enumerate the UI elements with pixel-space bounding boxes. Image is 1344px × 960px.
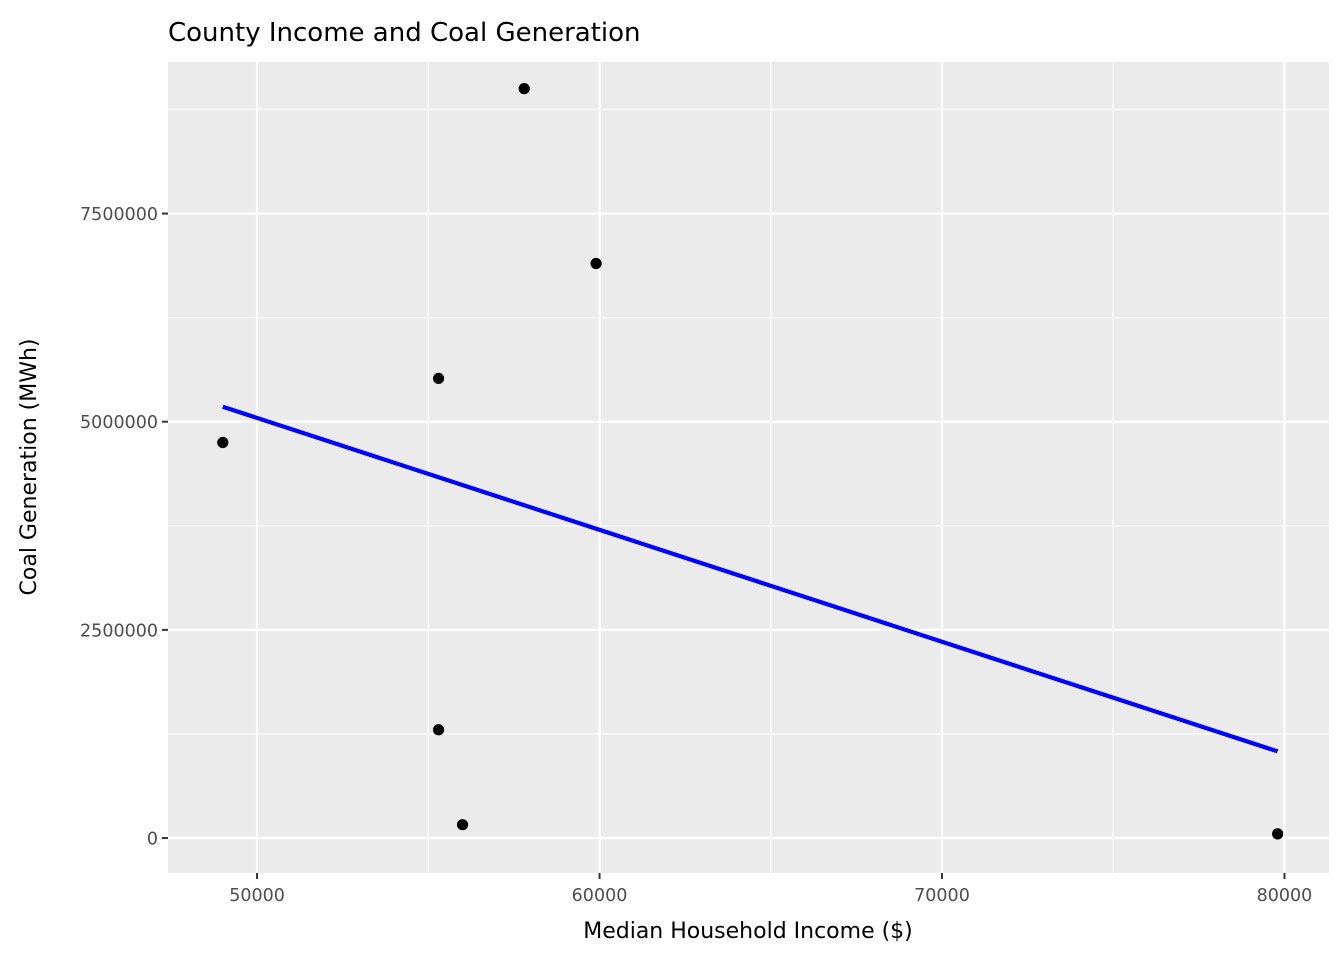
trend-line bbox=[222, 404, 1279, 754]
x-tick-label: 80000 bbox=[1257, 886, 1313, 906]
data-point bbox=[590, 257, 602, 270]
x-tick-label: 50000 bbox=[229, 886, 285, 906]
panel-background bbox=[168, 62, 1329, 873]
data-point bbox=[456, 819, 469, 831]
x-axis-title: Median Household Income ($) bbox=[583, 919, 913, 944]
axis-ticks: 50000 60000 70000 80000 0 2500000 5000000 75000… bbox=[80, 205, 1312, 906]
plot-panel bbox=[168, 62, 1329, 873]
data-point bbox=[1272, 828, 1284, 840]
x-tick-label: 70000 bbox=[914, 886, 970, 906]
data-point bbox=[432, 724, 445, 736]
data-point bbox=[217, 436, 229, 449]
y-tick-label: 7500000 bbox=[80, 205, 158, 225]
y-tick-label: 5000000 bbox=[80, 413, 158, 433]
data-point bbox=[432, 372, 445, 385]
y-tick-label: 2500000 bbox=[80, 621, 158, 641]
chart-title: County Income and Coal Generation bbox=[168, 18, 641, 48]
data-point bbox=[518, 83, 530, 95]
y-axis-title: Coal Generation (MWh) bbox=[17, 339, 42, 596]
x-tick-label: 60000 bbox=[572, 886, 628, 906]
y-tick-label: 0 bbox=[147, 830, 158, 850]
